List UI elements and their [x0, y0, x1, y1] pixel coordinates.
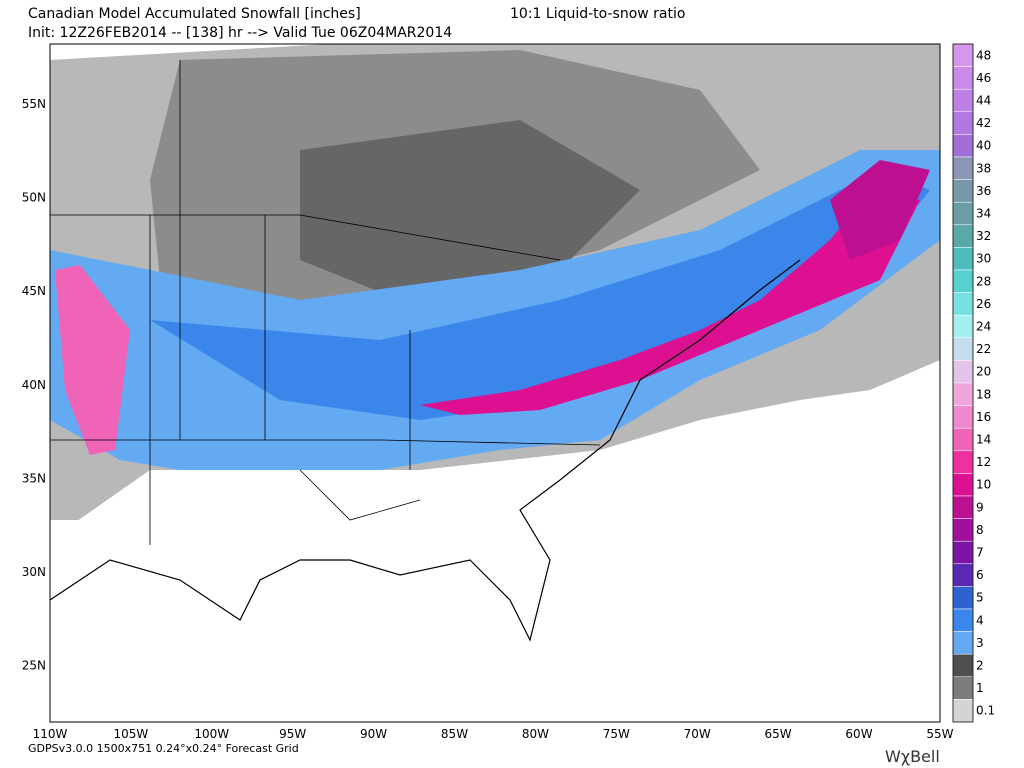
legend-swatch: [952, 653, 974, 678]
lon-label: 100W: [194, 727, 229, 741]
lon-label: 80W: [522, 727, 549, 741]
legend-swatch: [952, 360, 974, 384]
legend-swatch: [952, 382, 974, 406]
legend-swatch: [952, 292, 974, 316]
legend-label: 16: [976, 410, 991, 424]
lat-label: 40N: [22, 378, 46, 392]
lon-label: 70W: [684, 727, 711, 741]
legend-label: 48: [976, 48, 991, 62]
legend-label: 32: [976, 229, 991, 243]
init-line: Init: 12Z26FEB2014 -- [138] hr --> Valid…: [28, 25, 452, 41]
logo: WχBell: [885, 747, 940, 766]
legend-label: 24: [976, 320, 991, 334]
lon-label: 110W: [33, 727, 68, 741]
borders: [50, 60, 601, 545]
legend-label: 28: [976, 274, 991, 288]
lat-label: 35N: [22, 471, 46, 485]
legend-label: 30: [976, 252, 991, 266]
legend-label: 8: [976, 523, 984, 537]
title: Canadian Model Accumulated Snowfall [inc…: [28, 6, 361, 22]
legend-label: 1: [976, 681, 984, 695]
legend-label: 38: [976, 161, 991, 175]
legend-label: 26: [976, 297, 991, 311]
legend-swatch: [952, 179, 974, 203]
legend-swatch: [952, 201, 974, 226]
legend-label: 3: [976, 636, 984, 650]
lon-label: 55W: [926, 727, 953, 741]
lon-label: 105W: [114, 727, 149, 741]
legend-label: 2: [976, 659, 984, 673]
legend-swatch: [952, 134, 974, 158]
legend-swatch: [952, 405, 974, 429]
legend-swatch: [952, 224, 974, 248]
legend-label: 0.1: [976, 704, 995, 718]
coastline: [50, 259, 801, 642]
lat-label: 50N: [22, 191, 46, 205]
legend-label: 14: [976, 433, 991, 447]
legend-swatch: [952, 66, 974, 90]
lat-label: 55N: [22, 97, 46, 111]
legend-swatch: [952, 586, 974, 610]
legend-swatch: [952, 631, 974, 655]
legend-label: 5: [976, 591, 984, 605]
legend-label: 10: [976, 478, 991, 492]
legend-label: 36: [976, 184, 991, 198]
legend-label: 18: [976, 387, 991, 401]
legend-swatch: [952, 608, 974, 632]
lon-label: 60W: [845, 727, 872, 741]
legend-swatch: [952, 518, 974, 542]
legend-swatch: [952, 111, 974, 135]
legend-swatch: [952, 699, 974, 723]
legend-swatch: [952, 156, 974, 180]
legend-swatch: [952, 676, 974, 700]
legend-swatch: [952, 473, 974, 497]
lat-label: 25N: [22, 659, 46, 673]
legend-swatch: [952, 450, 974, 474]
map-frame: [49, 43, 941, 723]
legend-swatch: [952, 540, 974, 565]
lon-label: 75W: [603, 727, 630, 741]
legend-label: 12: [976, 455, 991, 469]
legend-label: 7: [976, 546, 984, 560]
lon-label: 85W: [441, 727, 468, 741]
legend-swatch: [952, 563, 974, 587]
legend-swatch: [952, 43, 974, 67]
lat-label: 45N: [22, 284, 46, 298]
legend-label: 6: [976, 568, 984, 582]
legend-label: 40: [976, 139, 991, 153]
snow-pink-west: [55, 265, 130, 455]
legend-swatch: [952, 88, 974, 113]
legend-label: 42: [976, 116, 991, 130]
legend-label: 4: [976, 613, 984, 627]
legend-label: 22: [976, 342, 991, 356]
lon-label: 95W: [279, 727, 306, 741]
no-snow: [50, 380, 940, 722]
lon-label: 90W: [360, 727, 387, 741]
legend-swatch: [952, 337, 974, 361]
snow-blue-dark: [150, 170, 930, 420]
legend-label: 44: [976, 94, 991, 108]
ratio: 10:1 Liquid-to-snow ratio: [510, 6, 685, 22]
legend-label: 20: [976, 365, 991, 379]
snow-purple: [830, 160, 930, 260]
lon-label: 65W: [765, 727, 792, 741]
legend-label: 9: [976, 500, 984, 514]
legend-frame: [952, 43, 974, 723]
legend-swatch: [952, 495, 974, 519]
footer-info: GDPSv3.0.0 1500x751 0.24°x0.24° Forecast…: [28, 742, 299, 755]
legend-swatch: [952, 314, 974, 339]
snow-dark: [300, 120, 640, 300]
map-area: [49, 43, 941, 723]
legend-label: 46: [976, 71, 991, 85]
lat-label: 30N: [22, 565, 46, 579]
legend-label: 34: [976, 207, 991, 221]
legend-swatch: [952, 269, 974, 293]
legend-swatch: [952, 427, 974, 452]
legend-swatch: [952, 247, 974, 271]
